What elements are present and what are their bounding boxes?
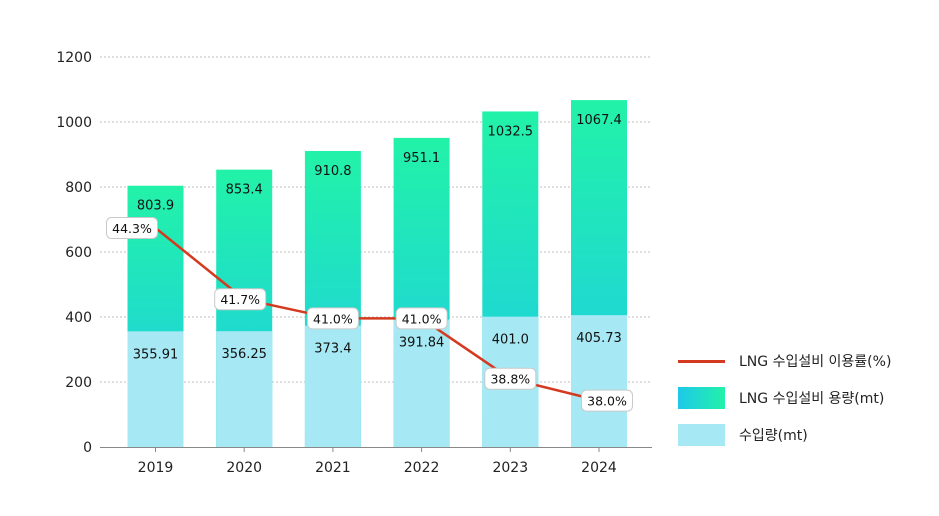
capacity-value-label: 951.1 <box>403 151 440 166</box>
x-tick-label: 2024 <box>581 460 617 476</box>
bar-group: 803.9 355.91 853.4 356.25 910.8 373.4 951.1 391… <box>127 100 627 448</box>
x-tick-label: 2023 <box>492 460 528 476</box>
y-tick-label: 600 <box>65 245 92 261</box>
import-value-label: 405.73 <box>576 331 622 346</box>
capacity-value-label: 853.4 <box>226 183 263 198</box>
x-tick-label: 2019 <box>138 460 174 476</box>
utilization-point-box <box>395 307 448 330</box>
utilization-line-group: 44.3% 41.7% 41.0% 41.0% 38.8% 38.0% <box>106 217 633 412</box>
x-tick-label: 2020 <box>226 460 262 476</box>
y-tick-label: 1200 <box>56 50 92 66</box>
utilization-point-label: 44.3% <box>112 221 152 236</box>
import-bar <box>571 315 627 447</box>
import-value-label: 391.84 <box>399 336 445 351</box>
utilization-point-label: 41.0% <box>402 311 442 326</box>
capacity-value-label: 910.8 <box>314 164 351 179</box>
utilization-point-label: 41.0% <box>313 311 353 326</box>
y-tick-label: 800 <box>65 180 92 196</box>
legend-item-capacity: LNG 수입설비 용량(mt) <box>678 387 928 409</box>
legend-capacity-swatch <box>678 387 725 409</box>
legend-import-swatch <box>678 424 725 446</box>
legend-label-utilization: LNG 수입설비 이용률(%) <box>739 354 892 370</box>
x-tick-label: 2022 <box>404 460 440 476</box>
legend-item-utilization: LNG 수입설비 이용률(%) <box>678 350 928 372</box>
y-tick-label: 0 <box>83 440 92 456</box>
utilization-point-box <box>106 217 158 239</box>
legend: LNG 수입설비 이용률(%) LNG 수입설비 용량(mt) 수입량(mt) <box>678 350 928 461</box>
y-tick-label: 1000 <box>56 115 92 131</box>
legend-label-capacity: LNG 수입설비 용량(mt) <box>739 391 885 407</box>
utilization-point-label: 38.0% <box>587 394 627 409</box>
import-bar <box>127 331 184 447</box>
import-value-label: 356.25 <box>221 347 267 362</box>
y-axis-ticks: 0 200 400 600 800 1000 1200 <box>56 50 92 456</box>
legend-item-import: 수입량(mt) <box>678 424 928 446</box>
legend-label-import: 수입량(mt) <box>739 428 808 444</box>
import-value-label: 401.0 <box>492 333 529 348</box>
capacity-value-label: 1032.5 <box>488 124 534 139</box>
import-bar <box>304 325 361 447</box>
capacity-value-label: 1067.4 <box>576 113 622 128</box>
import-value-label: 355.91 <box>133 347 179 362</box>
utilization-point-box <box>306 307 359 330</box>
utilization-point-label: 41.7% <box>220 292 260 307</box>
utilization-point-box <box>581 389 633 412</box>
import-bar <box>393 319 450 447</box>
import-bar <box>216 331 273 447</box>
y-tick-label: 200 <box>65 375 92 391</box>
utilization-point-box <box>484 367 537 390</box>
x-tick-label: 2021 <box>315 460 351 476</box>
utilization-point-box <box>214 288 267 311</box>
utilization-point-label: 38.8% <box>490 372 530 387</box>
grid-lines <box>100 56 652 383</box>
capacity-value-label: 803.9 <box>137 199 174 214</box>
import-value-label: 373.4 <box>314 342 351 357</box>
y-tick-label: 400 <box>65 310 92 326</box>
legend-line-swatch <box>678 359 725 363</box>
x-axis: 2019 2020 2021 2022 2023 2024 <box>100 447 652 476</box>
